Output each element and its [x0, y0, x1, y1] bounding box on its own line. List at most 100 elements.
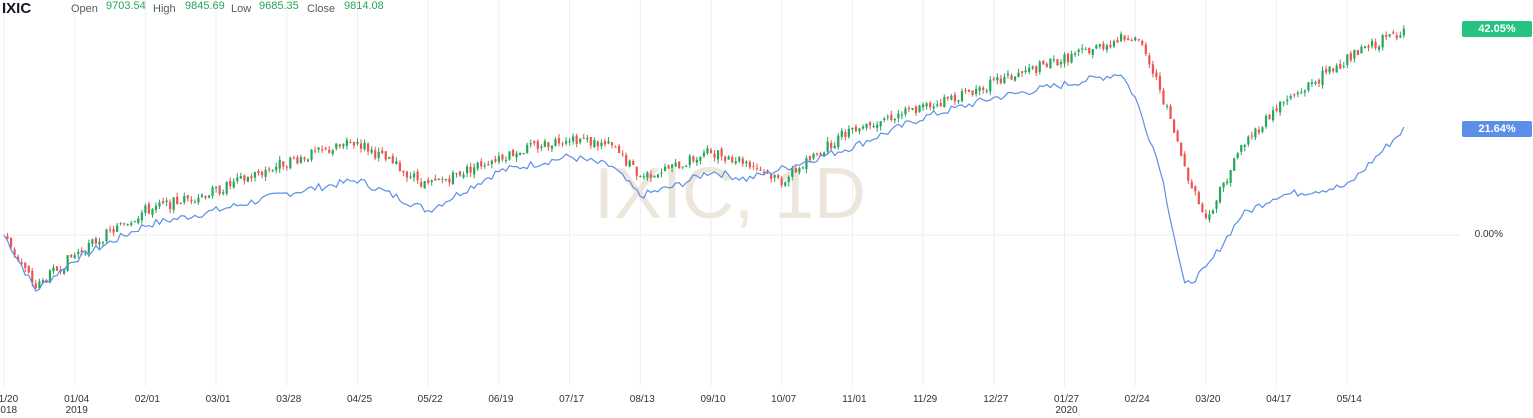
candle	[1095, 44, 1098, 50]
candle	[936, 100, 939, 108]
candle	[674, 158, 677, 168]
x-tick-label: 11/29	[913, 394, 938, 405]
candle	[646, 170, 649, 181]
candle	[1335, 63, 1338, 73]
candle	[904, 106, 907, 117]
candle	[971, 90, 974, 97]
candle	[20, 258, 23, 266]
candle	[847, 125, 850, 139]
x-tick-label: 05/14	[1337, 394, 1362, 405]
candle	[434, 174, 437, 181]
close-value: 9814.08	[344, 0, 384, 12]
candle	[1123, 35, 1126, 42]
candle	[275, 162, 278, 174]
candle	[465, 164, 469, 178]
candle	[876, 121, 879, 133]
candle	[306, 158, 310, 163]
ixic-candles	[6, 25, 1405, 290]
candle	[649, 170, 653, 183]
candle	[1388, 34, 1391, 38]
x-tick-label: 02/01	[135, 394, 160, 405]
candle	[1215, 200, 1218, 213]
candle	[1282, 101, 1285, 107]
candle	[543, 138, 546, 148]
candle	[497, 152, 500, 165]
candle	[575, 133, 578, 148]
low-value: 9685.35	[259, 0, 299, 12]
candle	[1017, 68, 1020, 78]
candle	[328, 146, 331, 154]
candle	[487, 160, 490, 166]
candle	[1158, 72, 1162, 94]
candle	[264, 166, 267, 181]
candle	[1070, 50, 1073, 64]
candle	[635, 166, 638, 181]
candle	[1300, 88, 1303, 95]
candle	[1218, 186, 1222, 204]
candle	[879, 120, 882, 131]
candle	[1367, 44, 1370, 52]
candle	[762, 168, 766, 175]
candle	[978, 85, 981, 96]
candle	[815, 152, 819, 157]
candle	[1049, 58, 1052, 69]
candle	[130, 220, 133, 227]
candle	[794, 165, 797, 173]
candle	[812, 152, 815, 161]
candle	[1310, 78, 1314, 88]
candle	[709, 147, 713, 154]
candle	[147, 201, 151, 215]
candle	[1370, 38, 1374, 49]
candle	[713, 150, 716, 162]
candle	[271, 169, 274, 173]
candle	[169, 199, 172, 214]
x-tick-year: 2018	[0, 405, 18, 416]
candle	[222, 189, 225, 196]
candle	[374, 146, 377, 161]
x-tick-label: 04/17	[1266, 394, 1291, 405]
candle	[70, 254, 73, 258]
candle	[667, 164, 670, 169]
candle	[441, 176, 444, 184]
x-tick-label: 04/25	[347, 394, 372, 405]
candle	[1038, 60, 1041, 75]
candle	[257, 169, 260, 176]
candle	[473, 163, 476, 179]
candle	[780, 176, 783, 188]
candle	[243, 174, 246, 185]
candle	[511, 148, 515, 157]
candle	[748, 160, 751, 170]
candle	[437, 178, 440, 181]
candle	[678, 161, 681, 169]
candle	[1165, 103, 1169, 110]
candle	[352, 141, 356, 149]
candle	[420, 177, 423, 188]
candle	[982, 85, 985, 94]
candle	[1148, 52, 1151, 69]
candle	[1197, 190, 1200, 205]
candle	[1243, 143, 1246, 152]
candle	[851, 127, 854, 134]
candle	[381, 147, 384, 155]
candle	[321, 145, 324, 153]
candle	[883, 116, 886, 123]
candle	[519, 152, 522, 156]
x-tick-label: 03/28	[276, 394, 301, 405]
candle	[547, 142, 550, 151]
x-tick-label: 02/24	[1125, 394, 1150, 405]
candle	[1031, 65, 1034, 70]
candle	[430, 179, 433, 186]
candle	[617, 143, 621, 154]
candle	[310, 148, 313, 162]
candle	[444, 178, 447, 182]
candle	[550, 144, 554, 153]
candle	[731, 154, 734, 164]
candle	[395, 157, 398, 165]
candle	[893, 118, 896, 124]
candle	[706, 145, 709, 155]
x-tick-label: 01/27	[1054, 394, 1079, 405]
candle	[628, 159, 631, 168]
